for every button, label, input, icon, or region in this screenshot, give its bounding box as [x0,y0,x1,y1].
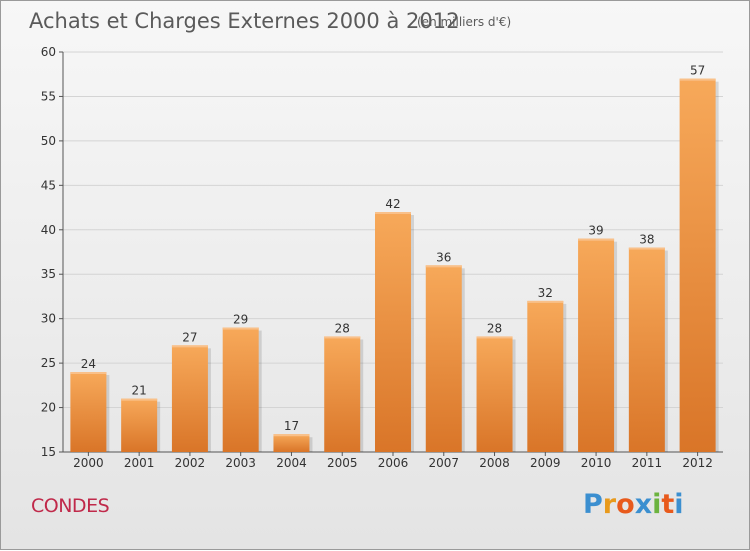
y-tick-label: 40 [41,223,56,237]
bar-2000 [70,372,107,452]
x-tick-label-2012: 2012 [682,456,713,470]
y-tick-label: 55 [41,89,56,103]
data-label-2011: 38 [639,233,654,247]
bars [70,78,719,453]
data-label-2009: 32 [538,286,553,300]
data-label-2004: 17 [284,419,299,433]
bar-top-highlight [273,434,310,437]
data-label-2006: 42 [385,197,400,211]
bar-2006 [375,212,411,452]
bar-top-highlight [375,212,411,214]
y-tick-label: 20 [41,401,56,415]
x-tick-label-2009: 2009 [530,456,561,470]
data-label-2003: 29 [233,313,248,327]
logo-letter: x [634,489,653,520]
data-label-2007: 36 [436,250,451,264]
bar-2008 [476,336,513,452]
x-tick-label-2003: 2003 [225,456,256,470]
x-tick-label-2006: 2006 [378,456,409,470]
logo-letter: i [674,489,684,520]
data-labels: 24 21 27 29 17 28 42 36 28 32 39 38 57 [81,64,706,434]
bar-2009 [527,300,564,452]
bar-2001 [121,398,158,452]
data-label-2012: 57 [690,64,705,78]
y-tick-label: 50 [41,134,56,148]
y-tick-label: 15 [41,445,56,459]
y-tick-label: 45 [41,178,56,192]
data-label-2002: 27 [182,330,197,344]
chart-subtitle: (en milliers d'€) [417,15,511,29]
x-tick-label-2000: 2000 [73,456,104,470]
data-label-2005: 28 [335,321,350,335]
x-tick-label-2002: 2002 [175,456,206,470]
bar-2010 [578,238,615,452]
bar-top-highlight [476,336,513,339]
bar-2004 [273,434,310,452]
data-label-2008: 28 [487,321,502,335]
x-tick-label-2004: 2004 [276,456,307,470]
y-tick-label: 35 [41,267,56,281]
bar-2005 [324,336,361,452]
data-label-2000: 24 [81,357,96,371]
y-tick-label: 25 [41,356,56,370]
bar-2012 [679,78,716,453]
bar-2011 [628,247,665,452]
data-label-2001: 21 [132,384,147,398]
proxiti-logo[interactable]: Proxiti [583,489,684,520]
bar-top-highlight [628,247,665,250]
bar-top-highlight [527,300,564,303]
y-tick-label: 60 [41,45,56,59]
bar-top-highlight [171,345,208,348]
bar-top-highlight [222,327,259,330]
bar-2002 [171,345,208,452]
x-tick-label-2010: 2010 [581,456,612,470]
logo-letter: r [602,489,617,520]
bar-top-highlight [70,372,107,374]
bar-2003 [222,327,259,452]
x-tick-label-2007: 2007 [428,456,459,470]
logo-letter: P [583,489,603,520]
bar-top-highlight [679,78,716,81]
chart-title: Achats et Charges Externes 2000 à 2012 [29,9,459,33]
data-label-2010: 39 [588,224,603,238]
commune-name: CONDES [31,495,110,517]
bar-top-highlight [324,336,361,339]
bar-top-highlight [425,265,462,268]
bar-top-highlight [578,238,615,241]
logo-letter: o [616,489,635,520]
y-tick-label: 30 [41,312,56,326]
x-tick-label-2001: 2001 [124,456,155,470]
logo-letter: i [652,489,662,520]
x-tick-label-2011: 2011 [632,456,663,470]
bar-top-highlight [121,398,158,401]
bar-2007 [425,265,462,452]
x-tick-label-2008: 2008 [479,456,510,470]
logo-letter: t [661,489,675,520]
axes: 15 20 25 30 35 40 45 50 55 60 2000 2001 2002 2003 2004… [41,45,723,470]
x-tick-label-2005: 2005 [327,456,358,470]
